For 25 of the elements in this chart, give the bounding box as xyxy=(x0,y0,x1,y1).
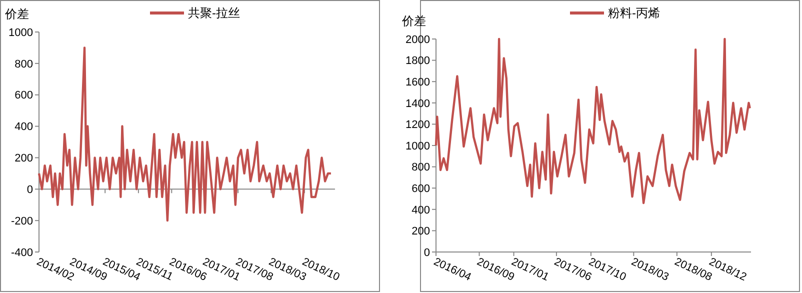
legend-label: 粉料-丙烯 xyxy=(608,6,660,20)
y-tick-label: 1400 xyxy=(406,98,430,110)
y-tick-label: 600 xyxy=(412,182,430,195)
y-tick-label: -400 xyxy=(10,246,33,259)
y-tick-label: 1000 xyxy=(406,140,430,152)
y-tick-label: 800 xyxy=(412,162,430,174)
legend-label: 共聚-拉丝 xyxy=(188,6,240,20)
y-tick-label: 1000 xyxy=(8,26,33,39)
y-tick-label: 800 xyxy=(14,58,33,70)
line-series xyxy=(38,46,332,222)
y-tick-label: -200 xyxy=(10,215,33,228)
y-tick-label: 200 xyxy=(412,226,430,238)
y-tick-label: 1800 xyxy=(406,55,430,68)
y-tick-label: 1600 xyxy=(406,76,430,88)
y-tick-label: 400 xyxy=(412,204,430,216)
y-tick-label: 0 xyxy=(26,184,33,196)
y-tick-label: 2000 xyxy=(406,34,430,46)
y-tick-label: 400 xyxy=(14,121,33,134)
y-axis-title: 价差 xyxy=(4,7,29,21)
line-series xyxy=(434,38,751,204)
y-tick-label: 0 xyxy=(424,246,430,259)
y-tick-label: 200 xyxy=(14,152,33,165)
y-tick-label: 1200 xyxy=(406,119,430,132)
y-axis-title: 价差 xyxy=(401,14,426,28)
y-tick-label: 600 xyxy=(14,90,33,102)
